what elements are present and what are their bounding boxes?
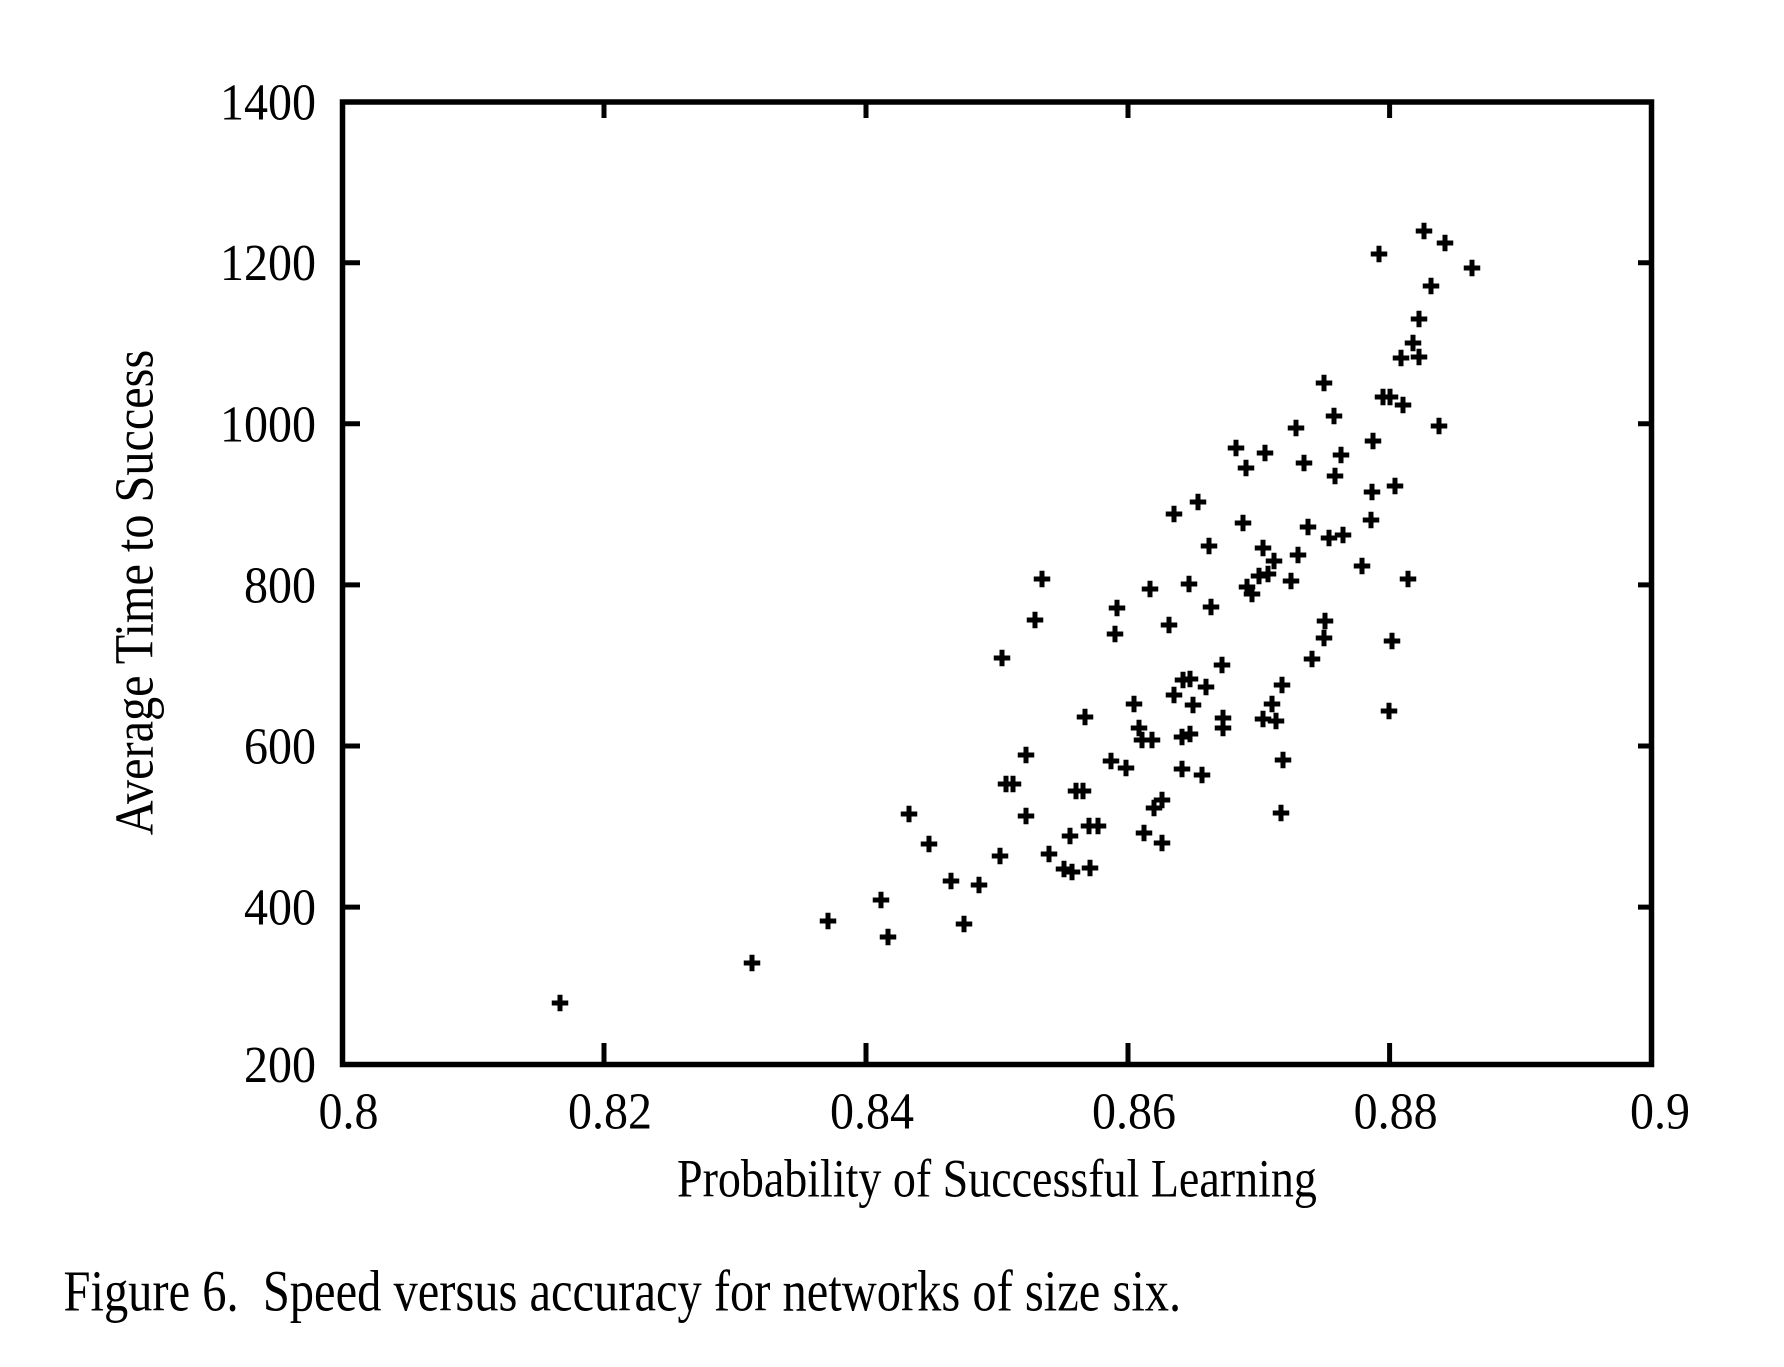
svg-text:1400: 1400 bbox=[220, 73, 316, 131]
svg-text:Figure 6. Speed versus accurac: Figure 6. Speed versus accuracy for netw… bbox=[64, 1260, 1182, 1324]
svg-text:1000: 1000 bbox=[220, 395, 316, 453]
svg-text:200: 200 bbox=[244, 1035, 316, 1093]
svg-text:0.82: 0.82 bbox=[568, 1082, 652, 1140]
svg-text:1200: 1200 bbox=[220, 234, 316, 292]
svg-text:0.8: 0.8 bbox=[319, 1082, 379, 1140]
svg-text:Average Time to Success: Average Time to Success bbox=[105, 350, 165, 835]
svg-text:800: 800 bbox=[244, 556, 316, 614]
svg-text:0.9: 0.9 bbox=[1630, 1082, 1690, 1140]
svg-text:600: 600 bbox=[244, 717, 316, 775]
svg-text:0.84: 0.84 bbox=[830, 1082, 914, 1140]
svg-text:0.86: 0.86 bbox=[1092, 1082, 1176, 1140]
svg-text:Probability of Successful Lear: Probability of Successful Learning bbox=[677, 1148, 1317, 1208]
svg-text:0.88: 0.88 bbox=[1354, 1082, 1438, 1140]
svg-text:400: 400 bbox=[244, 878, 316, 936]
